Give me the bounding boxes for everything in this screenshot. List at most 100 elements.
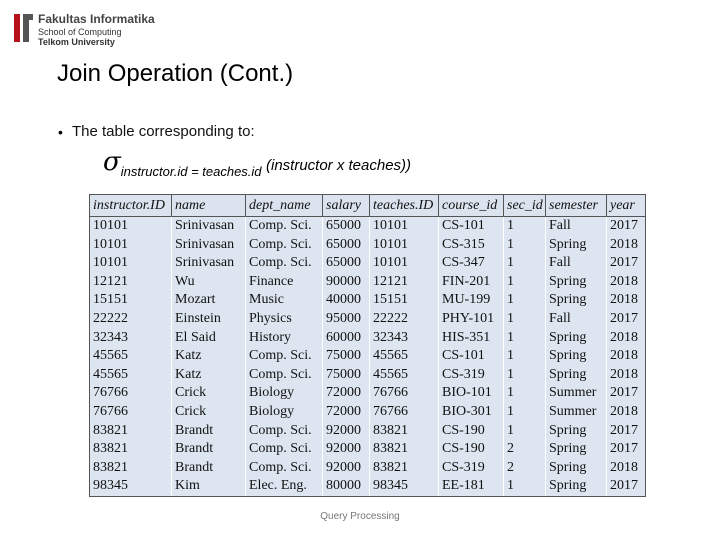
table-cell: 1	[503, 291, 545, 310]
table-cell: 45565	[369, 365, 438, 385]
logo-icon	[14, 14, 33, 42]
table-cell: 60000	[322, 328, 369, 348]
table-cell: 12121	[93, 273, 128, 289]
table-cell: MU-199	[438, 291, 503, 310]
table-cell: Katz	[171, 347, 245, 366]
table-cell: CS-315	[438, 235, 503, 255]
header-cell: course_id	[438, 195, 503, 216]
table-row: 22222 Einstein Physics 95000 22222 PHY-101 1 Fa…	[90, 309, 645, 329]
table-row: 10101 Srinivasan Comp. Sci. 65000 10101 CS-10…	[90, 217, 645, 236]
table-cell: Spring	[545, 328, 606, 348]
table-cell: 1	[503, 309, 545, 329]
table-cell: 65000	[322, 217, 369, 236]
table-cell: 1	[503, 272, 545, 292]
table-cell: Einstein	[171, 309, 245, 329]
table-row: 12121 Wu Finance 90000 12121 FIN-201 1 Spring 20…	[90, 272, 645, 292]
table-cell: 83821	[93, 441, 128, 457]
table-cell: Summer	[545, 402, 606, 422]
header-row: instructor.ID name dept_name salary teaches.…	[90, 195, 645, 217]
table-cell: 76766	[369, 384, 438, 403]
table-cell: CS-101	[438, 217, 503, 236]
table-cell: 83821	[369, 458, 438, 478]
table-cell: 10101	[93, 218, 128, 233]
table-cell: 1	[503, 235, 545, 255]
table-cell: Comp. Sci.	[245, 235, 322, 255]
table-row: 32343 El Said History 60000 32343 HIS-351 1 Spr…	[90, 328, 645, 348]
header-cell: dept_name	[245, 195, 322, 216]
table-cell: CS-190	[438, 421, 503, 441]
table-cell: 10101	[93, 255, 128, 271]
table-cell: 1	[503, 477, 545, 496]
table-row: 76766 Crick Biology 72000 76766 BIO-101 1 Summe…	[90, 384, 645, 403]
table-cell: 92000	[322, 440, 369, 459]
table-cell: 2018	[606, 235, 645, 255]
slide-title: Join Operation (Cont.)	[57, 60, 294, 87]
table-cell: Physics	[245, 309, 322, 329]
table-cell: 12121	[369, 272, 438, 292]
table-cell: 1	[503, 384, 545, 403]
table-cell: 83821	[93, 459, 128, 475]
table-cell: 72000	[322, 384, 369, 403]
table-row: 83821 Brandt Comp. Sci. 92000 83821 CS-190 2 Sp…	[90, 440, 645, 459]
table-cell: 1	[503, 365, 545, 385]
table-row: 76766 Crick Biology 72000 76766 BIO-301 1 Summe…	[90, 402, 645, 422]
table-cell: 1	[503, 328, 545, 348]
table-cell: 2018	[606, 272, 645, 292]
table-cell: 2018	[606, 328, 645, 348]
table-cell: 1	[503, 217, 545, 236]
table-cell: Music	[245, 291, 322, 310]
footer: Query Processing	[320, 511, 400, 522]
table-cell: 40000	[322, 291, 369, 310]
header-cell: sec_id	[503, 195, 545, 216]
table-cell: 45565	[369, 347, 438, 366]
table-cell: 75000	[322, 365, 369, 385]
table-cell: 2018	[606, 365, 645, 385]
table-cell: 76766	[93, 385, 128, 401]
table-cell: 83821	[369, 440, 438, 459]
table-cell: HIS-351	[438, 328, 503, 348]
header-cell: teaches.ID	[369, 195, 438, 216]
table-cell: 2017	[606, 477, 645, 496]
table-cell: 75000	[322, 347, 369, 366]
table-cell: PHY-101	[438, 309, 503, 329]
logo-name: Fakultas Informatika	[38, 12, 155, 26]
header-cell: year	[606, 195, 645, 216]
table-cell: 2018	[606, 291, 645, 310]
table-cell: 10101	[369, 235, 438, 255]
table-cell: 15151	[369, 291, 438, 310]
table-row: 98345 Kim Elec. Eng. 80000 98345 EE-181 1 Sprin…	[90, 477, 645, 496]
table-cell: 72000	[322, 402, 369, 422]
table-cell: 76766	[369, 402, 438, 422]
table-cell: Brandt	[171, 440, 245, 459]
table-cell: Katz	[171, 365, 245, 385]
table-cell: 83821	[369, 421, 438, 441]
formula-argument: (instructor x teaches))	[266, 157, 412, 174]
table-cell: 95000	[322, 309, 369, 329]
table-cell: 32343	[93, 329, 128, 345]
table-cell: Spring	[545, 291, 606, 310]
table-cell: 1	[503, 402, 545, 422]
table-cell: Fall	[545, 217, 606, 236]
table-cell: 92000	[322, 458, 369, 478]
table-cell: 83821	[93, 422, 128, 438]
subscript: instructor.id = teaches.id	[120, 164, 262, 179]
table-cell: 32343	[369, 328, 438, 348]
table-cell: Spring	[545, 347, 606, 366]
table-cell: Comp. Sci.	[245, 440, 322, 459]
table-cell: CS-347	[438, 254, 503, 273]
table-cell: 10101	[369, 254, 438, 273]
table-cell: 98345	[369, 477, 438, 496]
table-cell: Comp. Sci.	[245, 458, 322, 478]
table-cell: Comp. Sci.	[245, 217, 322, 236]
table-cell: Fall	[545, 254, 606, 273]
table-cell: Finance	[245, 272, 322, 292]
table-cell: Spring	[545, 440, 606, 459]
table-cell: 80000	[322, 477, 369, 496]
table-cell: BIO-101	[438, 384, 503, 403]
table-cell: 2017	[606, 254, 645, 273]
table-cell: Comp. Sci.	[245, 421, 322, 441]
table-cell: Comp. Sci.	[245, 254, 322, 273]
table-cell: Biology	[245, 402, 322, 422]
table-cell: Comp. Sci.	[245, 347, 322, 366]
table-cell: Comp. Sci.	[245, 365, 322, 385]
